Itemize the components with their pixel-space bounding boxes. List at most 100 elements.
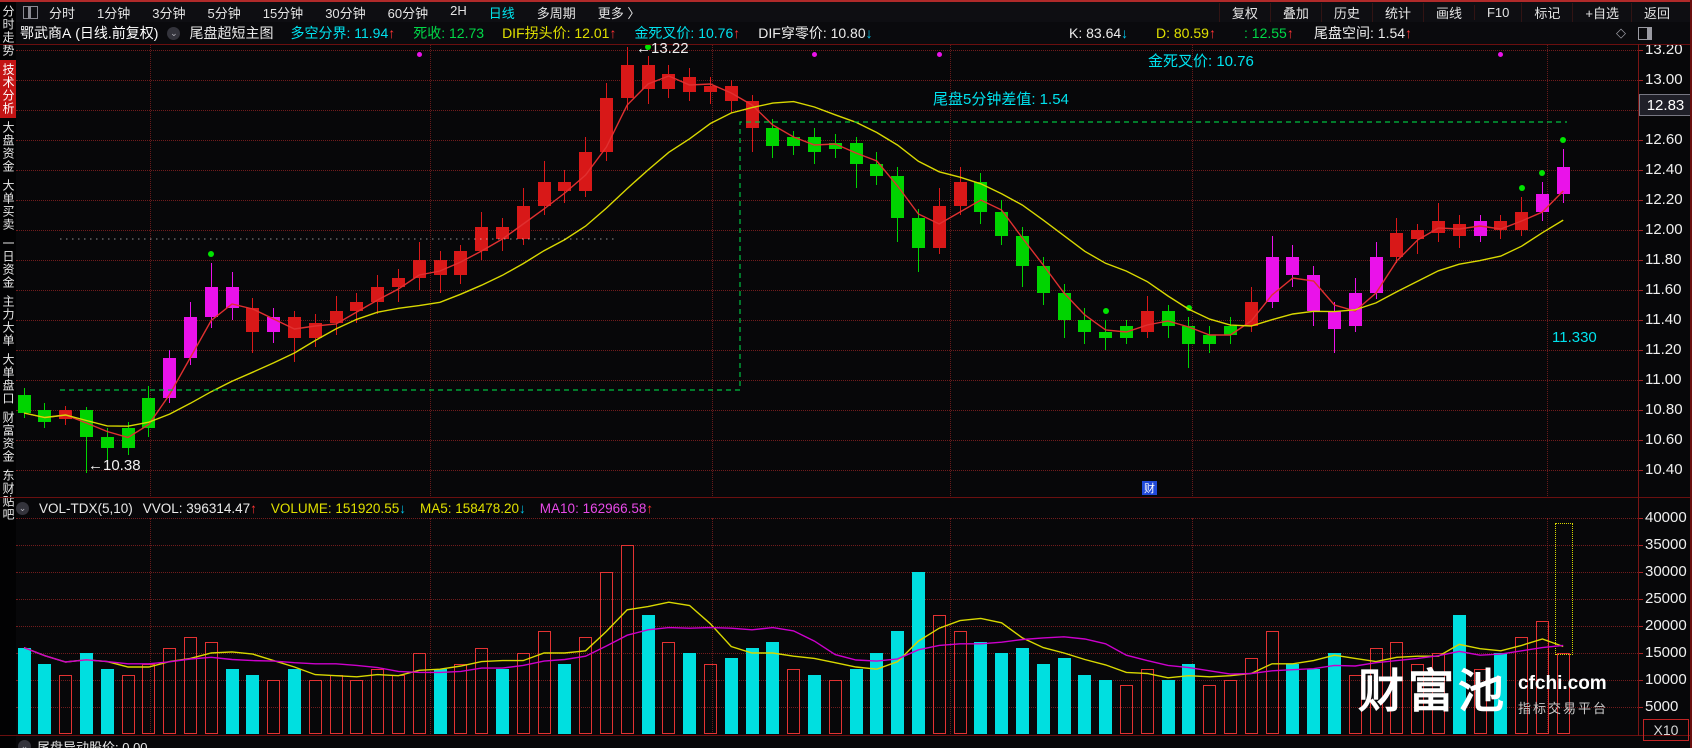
candle <box>1182 326 1196 344</box>
candle <box>1099 332 1113 338</box>
candle <box>787 137 801 146</box>
main-indicator-name[interactable]: 尾盘超短主图 <box>189 25 274 41</box>
period-tab[interactable]: 15分钟 <box>262 5 304 21</box>
period-tab[interactable]: 多周期 <box>536 5 576 21</box>
period-tab[interactable]: 1分钟 <box>97 5 131 21</box>
grid-line <box>430 518 431 734</box>
sidebar-item[interactable]: 大单买卖 <box>1 179 15 231</box>
candle <box>17 395 31 413</box>
volume-bar <box>475 647 489 734</box>
volume-bar <box>79 653 93 734</box>
grid-line <box>950 45 951 496</box>
signal-dot-green <box>645 44 651 50</box>
grid-line <box>16 80 1638 81</box>
volume-bar <box>558 663 572 734</box>
candle <box>1244 302 1258 326</box>
period-tab[interactable]: 2H <box>450 2 467 18</box>
candle <box>1015 236 1029 266</box>
candle <box>79 410 93 437</box>
candle <box>932 206 946 248</box>
sidebar-item[interactable]: 主力大单 <box>1 295 15 347</box>
period-menu: 分时 1分钟 3分钟 5分钟 15分钟 30分钟 60分钟 2H 日线 多周期 更多 〉 <box>38 3 651 22</box>
grid-line <box>16 572 1638 573</box>
price-axis-label: 12.60 <box>1645 131 1683 148</box>
sidebar-item[interactable]: 东财贴吧 <box>1 469 15 521</box>
candle <box>100 437 114 448</box>
volume-axis-label: 15000 <box>1645 644 1687 661</box>
indicator-field: 尾盘空间: 1.54 ↑ <box>1314 25 1413 41</box>
candle <box>1307 275 1321 311</box>
grid-line <box>16 440 1638 441</box>
volume-bar <box>766 642 780 734</box>
volume-bar <box>454 663 468 734</box>
indicator-field: DIF穿零价: 10.80↓ <box>758 25 873 41</box>
volume-axis-label: 30000 <box>1645 563 1687 580</box>
candle <box>1515 212 1529 230</box>
volume-indicator-name[interactable]: VOL-TDX(5,10) <box>39 500 133 516</box>
signal-dot-magenta <box>936 52 942 57</box>
volume-bar <box>828 680 842 734</box>
toolbar-button[interactable]: 复权 <box>1218 2 1270 22</box>
candle <box>1327 311 1341 329</box>
volume-bar <box>641 615 655 734</box>
volume-bar <box>787 669 801 734</box>
candle <box>579 152 593 191</box>
price-axis-label: 10.60 <box>1645 431 1683 448</box>
toolbar-button[interactable]: 画线 <box>1422 2 1474 22</box>
sidebar-item[interactable]: 财富资金 <box>1 411 15 463</box>
sidebar-item[interactable]: 一日资金 <box>1 237 15 289</box>
axis-tick <box>1638 140 1643 141</box>
volume-bar <box>807 674 821 734</box>
period-tab[interactable]: 5分钟 <box>207 5 241 21</box>
volume-bar <box>1307 669 1321 734</box>
volume-bar <box>225 669 239 734</box>
grid-line <box>712 45 713 496</box>
sidebar-item[interactable]: 大盘资金 <box>1 121 15 173</box>
signal-dot-green <box>1539 170 1546 176</box>
event-badge[interactable]: 财 <box>1142 481 1157 495</box>
volume-bar <box>433 669 447 734</box>
toolbar-button[interactable]: F10 <box>1473 4 1521 20</box>
chevron-circle-icon[interactable]: ⌄ <box>16 501 29 515</box>
candle <box>828 143 842 149</box>
toolbar-button[interactable]: +自选 <box>1572 2 1631 22</box>
volume-fields: VVOL: 396314.47↑ VOLUME: 151920.55↓ MA5: 1… <box>143 501 653 516</box>
sidebar-item[interactable]: 技术分析 <box>0 60 16 118</box>
candle <box>683 77 697 92</box>
axis-tick <box>1638 545 1643 546</box>
volume-bar <box>1099 680 1113 734</box>
volume-bar <box>204 642 218 734</box>
period-tab[interactable]: 3分钟 <box>152 5 186 21</box>
toolbar-button[interactable]: 统计 <box>1371 2 1423 22</box>
volume-bar <box>953 631 967 734</box>
volume-bar <box>371 669 385 734</box>
period-tab[interactable]: 分时 <box>49 5 76 21</box>
period-tab[interactable]: 更多 〉 <box>597 5 641 21</box>
chevron-circle-icon[interactable]: ⌄ <box>18 740 31 748</box>
period-tab[interactable]: 日线 <box>488 5 515 21</box>
toolbar-button[interactable]: 标记 <box>1521 2 1572 22</box>
price-axis-label: 11.60 <box>1645 281 1682 298</box>
volume-bar <box>703 663 717 734</box>
split-window-icon[interactable] <box>1638 26 1652 40</box>
indicator-field: 金死叉价: 10.76↑ <box>634 25 741 41</box>
candle <box>142 398 156 428</box>
chevron-circle-icon[interactable]: ⌄ <box>167 26 181 40</box>
toolbar-button[interactable]: 叠加 <box>1269 2 1321 22</box>
window-layout-icon[interactable] <box>23 5 38 19</box>
candle <box>995 212 1009 236</box>
grid-line <box>16 350 1638 351</box>
volume-axis-label: 20000 <box>1645 617 1687 634</box>
period-tab[interactable]: 30分钟 <box>325 5 366 21</box>
signal-dot-green <box>1185 305 1192 311</box>
toolbar-button[interactable]: 返回 <box>1630 2 1682 22</box>
diamond-icon[interactable]: ◇ <box>1616 25 1626 40</box>
signal-dot-magenta <box>811 52 817 57</box>
candle <box>599 98 613 152</box>
candle <box>724 86 738 101</box>
period-tab[interactable]: 60分钟 <box>387 5 429 21</box>
toolbar-button[interactable]: 历史 <box>1320 2 1372 22</box>
candle <box>849 143 863 164</box>
projection-box <box>1555 523 1574 655</box>
sidebar-item[interactable]: 大单盘口 <box>1 353 15 405</box>
